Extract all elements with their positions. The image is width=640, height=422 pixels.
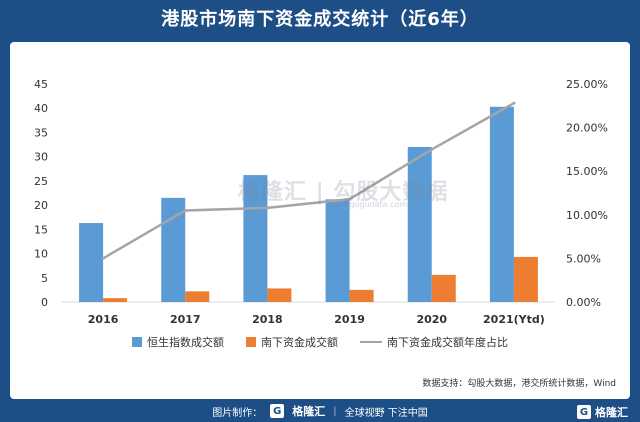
- bar-southbound: [185, 291, 210, 302]
- y-right-tick-label: 25.00%: [566, 78, 608, 91]
- bar-southbound: [513, 256, 538, 302]
- x-tick-label: 2020: [416, 313, 447, 326]
- x-tick-label: 2016: [88, 313, 119, 326]
- footer-separator: |: [333, 405, 337, 417]
- y-right-tick-label: 20.00%: [566, 122, 608, 135]
- gelonghui-logo-icon: G: [270, 404, 285, 418]
- legend-item-ratio: 南下资金成交额年度占比: [360, 334, 508, 350]
- bar-southbound: [349, 289, 374, 302]
- bar-hsi: [325, 199, 350, 302]
- watermark: 格隆汇 | 勾股大数据: [238, 180, 449, 205]
- y-right-tick-label: 15.00%: [566, 165, 608, 178]
- point-ratio: [430, 147, 434, 151]
- bar-southbound: [267, 288, 292, 302]
- watermark-sub: www.gogudata.com: [328, 200, 408, 209]
- footer-slogan: 全球视野 下注中国: [344, 407, 428, 419]
- y-right-tick-label: 0.00%: [566, 296, 601, 309]
- bar-hsi: [243, 175, 268, 302]
- y-right-tick-label: 5.00%: [566, 252, 601, 265]
- page-title: 港股市场南下资金成交统计（近6年）: [161, 9, 479, 30]
- legend-swatch-southbound: [246, 337, 256, 347]
- footer-right-brand-label: 格隆汇: [595, 406, 628, 419]
- y-left-tick-label: 15: [34, 223, 48, 236]
- bar-hsi: [489, 106, 514, 302]
- legend-swatch-ratio: [360, 341, 382, 343]
- legend-item-southbound: 南下资金成交额: [246, 334, 338, 350]
- point-ratio: [348, 197, 352, 201]
- footer-right-brand: G 格隆汇: [577, 404, 628, 420]
- gelonghui-logo-icon-right: G: [577, 405, 591, 419]
- y-right-tick-label: 10.00%: [566, 209, 608, 222]
- chart: 0 5 10 15 20 25 30 35 40 45 0.00% 5.00% 10.00% 15.00%…: [34, 78, 608, 326]
- y-left-tick-label: 20: [34, 199, 48, 212]
- line-ratio: [102, 102, 515, 260]
- point-ratio: [265, 206, 269, 210]
- legend-item-hsi: 恒生指数成交额: [132, 334, 224, 350]
- point-ratio: [183, 208, 187, 212]
- x-tick-label: 2017: [170, 313, 201, 326]
- y-left-tick-label: 35: [34, 126, 48, 139]
- point-ratio: [512, 101, 516, 105]
- x-tick-label: 2018: [252, 313, 283, 326]
- y-left-tick-label: 40: [34, 102, 48, 115]
- bar-hsi: [79, 223, 104, 302]
- source-note: 数据支持：勾股大数据，港交所统计数据，Wind: [422, 379, 616, 389]
- y-left-tick-label: 0: [41, 296, 48, 309]
- footer: 图片制作： G 格隆汇 | 全球视野 下注中国: [0, 400, 640, 422]
- y-left-tick-label: 10: [34, 248, 48, 261]
- chart-card: 0 5 10 15 20 25 30 35 40 45 0.00% 5.00% 10.00% 15.00%…: [10, 42, 630, 399]
- point-ratio: [101, 256, 105, 260]
- legend: 恒生指数成交额 南下资金成交额 南下资金成交额年度占比: [10, 334, 630, 350]
- x-tick-label: 2021(Ytd): [483, 313, 545, 326]
- y-left-tick-label: 30: [34, 151, 48, 164]
- bar-southbound: [431, 274, 456, 302]
- bar-southbound: [103, 298, 128, 302]
- legend-swatch-hsi: [132, 337, 142, 347]
- y-left-tick-label: 45: [34, 78, 48, 91]
- y-left-tick-label: 25: [34, 175, 48, 188]
- x-tick-label: 2019: [334, 313, 365, 326]
- bar-hsi: [407, 146, 432, 302]
- footer-made-by: 图片制作：: [212, 407, 263, 419]
- legend-label-hsi: 恒生指数成交额: [147, 336, 224, 349]
- legend-label-southbound: 南下资金成交额: [261, 336, 338, 349]
- footer-brand: 格隆汇: [292, 405, 326, 418]
- bar-hsi: [161, 197, 186, 302]
- legend-label-ratio: 南下资金成交额年度占比: [387, 336, 508, 349]
- y-left-tick-label: 5: [41, 272, 48, 285]
